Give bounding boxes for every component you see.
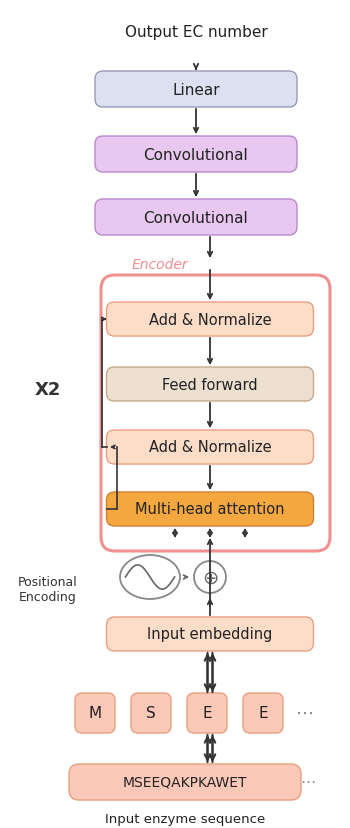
Text: Add & Normalize: Add & Normalize [149, 440, 271, 455]
FancyBboxPatch shape [95, 200, 297, 236]
Text: Positional
Encoding: Positional Encoding [18, 575, 78, 604]
FancyBboxPatch shape [106, 368, 314, 402]
Text: Convolutional: Convolutional [144, 147, 248, 162]
Text: Add & Normalize: Add & Normalize [149, 312, 271, 327]
Text: Convolutional: Convolutional [144, 210, 248, 225]
Text: E: E [202, 705, 212, 720]
FancyBboxPatch shape [75, 693, 115, 733]
Text: Feed forward: Feed forward [162, 377, 258, 392]
Text: MSEEQAKPKAWET: MSEEQAKPKAWET [123, 775, 247, 789]
FancyBboxPatch shape [95, 137, 297, 173]
FancyBboxPatch shape [243, 693, 283, 733]
Text: ⋯: ⋯ [296, 704, 314, 722]
Text: Output EC number: Output EC number [125, 25, 267, 40]
Text: S: S [146, 705, 156, 720]
Circle shape [194, 561, 226, 594]
FancyBboxPatch shape [187, 693, 227, 733]
Ellipse shape [120, 556, 180, 599]
FancyBboxPatch shape [95, 72, 297, 108]
Text: E: E [258, 705, 268, 720]
FancyBboxPatch shape [106, 303, 314, 337]
FancyBboxPatch shape [106, 431, 314, 465]
FancyBboxPatch shape [131, 693, 171, 733]
Text: M: M [89, 705, 101, 720]
Text: Multi-head attention: Multi-head attention [135, 502, 285, 517]
Text: Input embedding: Input embedding [147, 627, 273, 642]
Text: Linear: Linear [172, 83, 220, 98]
FancyBboxPatch shape [106, 493, 314, 527]
Text: ⋯: ⋯ [300, 774, 316, 790]
FancyBboxPatch shape [69, 764, 301, 800]
FancyBboxPatch shape [106, 617, 314, 651]
Text: ⊕: ⊕ [202, 568, 218, 587]
Text: Input enzyme sequence: Input enzyme sequence [105, 812, 265, 826]
Text: X2: X2 [35, 381, 61, 398]
Text: Encoder: Encoder [132, 258, 189, 272]
